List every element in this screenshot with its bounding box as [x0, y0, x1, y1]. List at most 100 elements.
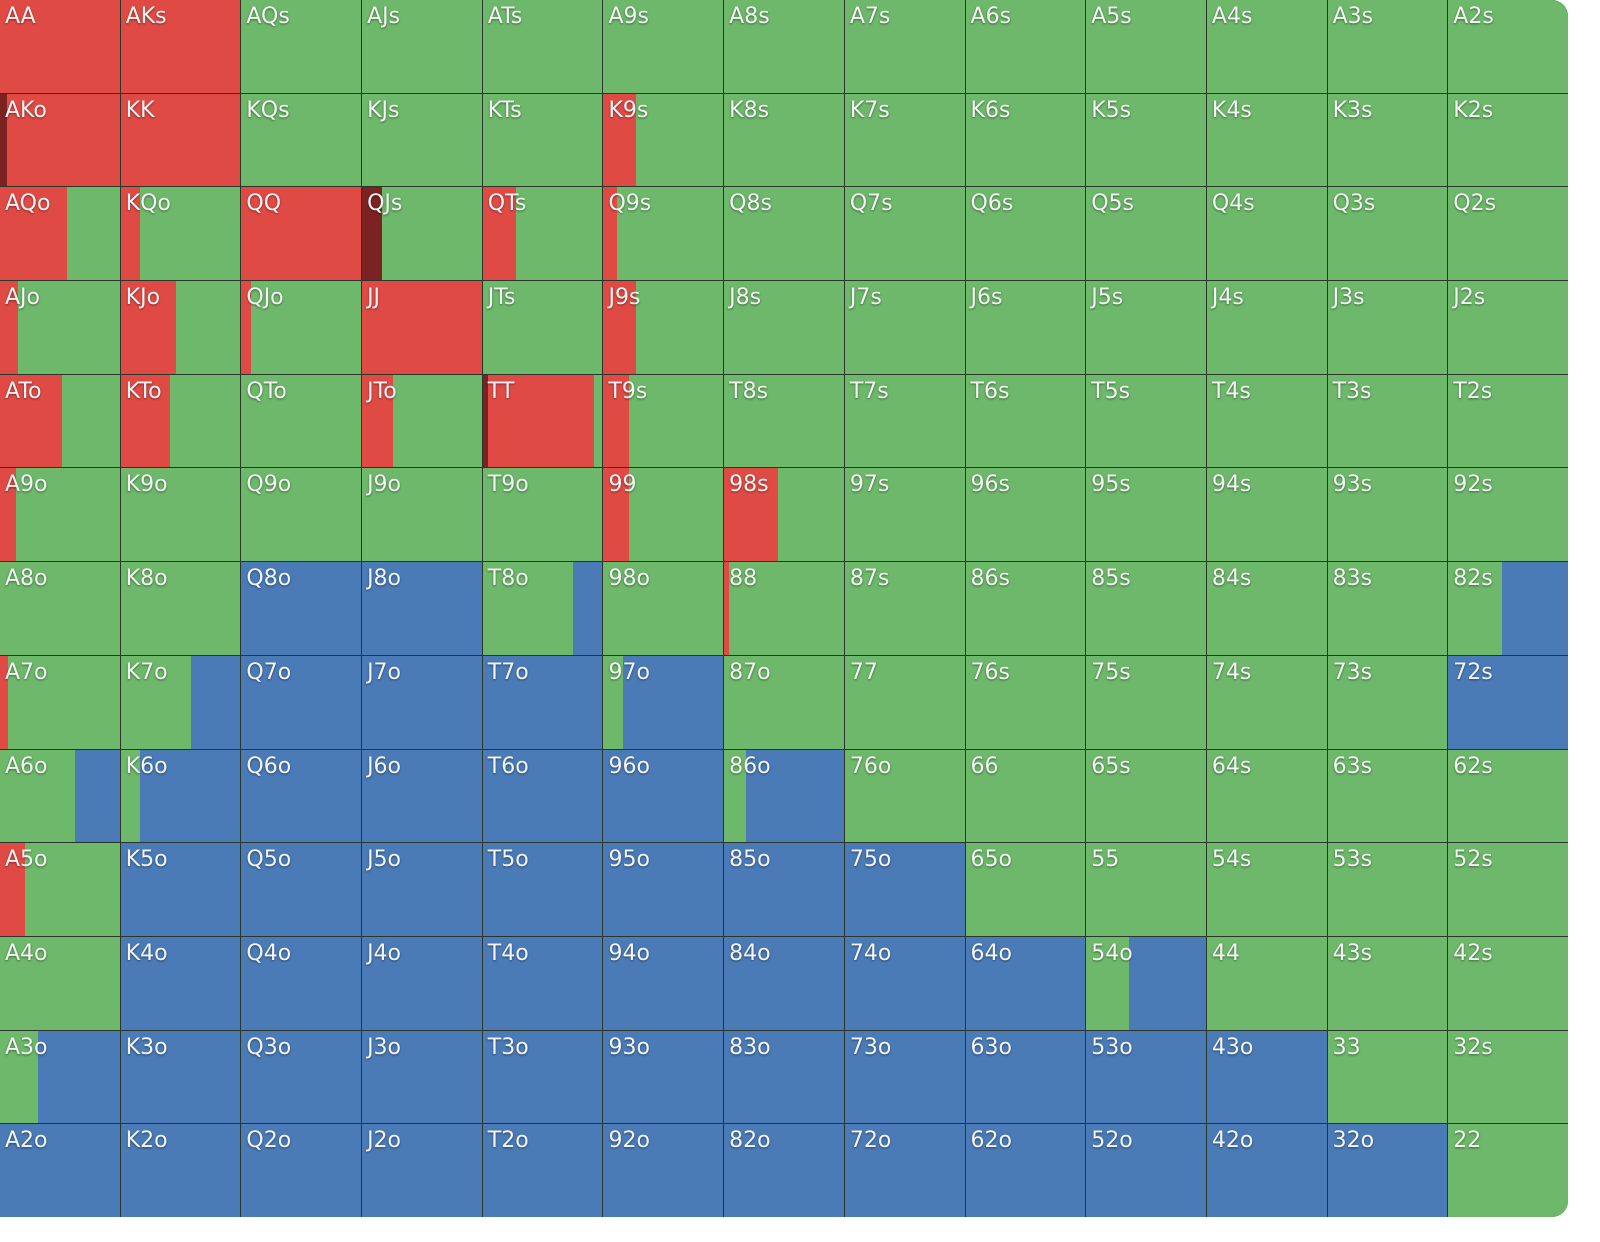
hand-cell[interactable]: TT	[482, 374, 603, 468]
hand-cell[interactable]: 94s	[1206, 468, 1327, 562]
hand-cell[interactable]: KJs	[362, 93, 482, 187]
hand-cell[interactable]: 97s	[844, 468, 965, 562]
hand-cell[interactable]: JTo	[362, 374, 482, 468]
hand-cell[interactable]: KTo	[120, 374, 241, 468]
hand-cell[interactable]: T7s	[844, 374, 965, 468]
hand-cell[interactable]: AQs	[241, 0, 362, 93]
hand-cell[interactable]: T5o	[482, 843, 603, 936]
hand-cell[interactable]: K8o	[120, 562, 241, 655]
hand-cell[interactable]: 88	[724, 562, 844, 655]
hand-cell[interactable]: 66	[965, 749, 1086, 843]
hand-cell[interactable]: J4s	[1206, 281, 1327, 374]
hand-cell[interactable]: 53o	[1086, 1030, 1206, 1124]
hand-cell[interactable]: 54o	[1086, 936, 1206, 1030]
hand-cell[interactable]: T8s	[724, 374, 844, 468]
hand-cell[interactable]: QQ	[241, 187, 362, 281]
hand-cell[interactable]: 98o	[603, 562, 724, 655]
hand-cell[interactable]: 76o	[844, 749, 965, 843]
hand-cell[interactable]: K2s	[1448, 93, 1568, 187]
hand-cell[interactable]: A4s	[1206, 0, 1327, 93]
hand-cell[interactable]: 72s	[1448, 655, 1568, 749]
hand-cell[interactable]: AA	[0, 0, 120, 93]
hand-cell[interactable]: ATs	[482, 0, 603, 93]
hand-cell[interactable]: 44	[1206, 936, 1327, 1030]
hand-cell[interactable]: 86o	[724, 749, 844, 843]
hand-cell[interactable]: AJo	[0, 281, 120, 374]
hand-cell[interactable]: K4s	[1206, 93, 1327, 187]
hand-cell[interactable]: 74o	[844, 936, 965, 1030]
hand-cell[interactable]: 73o	[844, 1030, 965, 1124]
hand-cell[interactable]: 99	[603, 468, 724, 562]
hand-cell[interactable]: J3s	[1327, 281, 1448, 374]
hand-cell[interactable]: 96o	[603, 749, 724, 843]
hand-cell[interactable]: 93s	[1327, 468, 1448, 562]
hand-cell[interactable]: J2o	[362, 1124, 482, 1217]
hand-cell[interactable]: A3o	[0, 1030, 120, 1124]
hand-cell[interactable]: 77	[844, 655, 965, 749]
hand-cell[interactable]: A2o	[0, 1124, 120, 1217]
hand-cell[interactable]: A3s	[1327, 0, 1448, 93]
hand-cell[interactable]: 65s	[1086, 749, 1206, 843]
hand-cell[interactable]: 75s	[1086, 655, 1206, 749]
hand-cell[interactable]: KK	[120, 93, 241, 187]
hand-cell[interactable]: A2s	[1448, 0, 1568, 93]
hand-cell[interactable]: 94o	[603, 936, 724, 1030]
hand-cell[interactable]: 83s	[1327, 562, 1448, 655]
hand-cell[interactable]: J5s	[1086, 281, 1206, 374]
hand-cell[interactable]: A4o	[0, 936, 120, 1030]
hand-cell[interactable]: K3o	[120, 1030, 241, 1124]
hand-cell[interactable]: K5s	[1086, 93, 1206, 187]
hand-cell[interactable]: T6s	[965, 374, 1086, 468]
hand-cell[interactable]: 92s	[1448, 468, 1568, 562]
hand-cell[interactable]: 42o	[1206, 1124, 1327, 1217]
hand-cell[interactable]: 64s	[1206, 749, 1327, 843]
hand-cell[interactable]: 64o	[965, 936, 1086, 1030]
hand-cell[interactable]: 97o	[603, 655, 724, 749]
hand-cell[interactable]: AQo	[0, 187, 120, 281]
hand-cell[interactable]: K6s	[965, 93, 1086, 187]
hand-cell[interactable]: A9s	[603, 0, 724, 93]
hand-cell[interactable]: KQs	[241, 93, 362, 187]
hand-cell[interactable]: QTs	[482, 187, 603, 281]
hand-cell[interactable]: Q8o	[241, 562, 362, 655]
hand-cell[interactable]: T4s	[1206, 374, 1327, 468]
hand-cell[interactable]: 33	[1327, 1030, 1448, 1124]
hand-cell[interactable]: T3o	[482, 1030, 603, 1124]
hand-cell[interactable]: 42s	[1448, 936, 1568, 1030]
hand-cell[interactable]: 55	[1086, 843, 1206, 936]
hand-cell[interactable]: A8s	[724, 0, 844, 93]
hand-cell[interactable]: KTs	[482, 93, 603, 187]
hand-cell[interactable]: 32s	[1448, 1030, 1568, 1124]
hand-cell[interactable]: J8o	[362, 562, 482, 655]
hand-cell[interactable]: 82s	[1448, 562, 1568, 655]
hand-cell[interactable]: J9s	[603, 281, 724, 374]
hand-cell[interactable]: 52s	[1448, 843, 1568, 936]
hand-cell[interactable]: Q2o	[241, 1124, 362, 1217]
hand-cell[interactable]: 52o	[1086, 1124, 1206, 1217]
hand-cell[interactable]: QJo	[241, 281, 362, 374]
hand-cell[interactable]: J9o	[362, 468, 482, 562]
hand-cell[interactable]: 83o	[724, 1030, 844, 1124]
hand-cell[interactable]: A5o	[0, 843, 120, 936]
hand-cell[interactable]: A7s	[844, 0, 965, 93]
hand-cell[interactable]: 87s	[844, 562, 965, 655]
hand-cell[interactable]: 62o	[965, 1124, 1086, 1217]
hand-cell[interactable]: AKs	[120, 0, 241, 93]
hand-cell[interactable]: 84s	[1206, 562, 1327, 655]
hand-cell[interactable]: Q8s	[724, 187, 844, 281]
hand-cell[interactable]: Q9o	[241, 468, 362, 562]
hand-cell[interactable]: 72o	[844, 1124, 965, 1217]
hand-cell[interactable]: Q4o	[241, 936, 362, 1030]
hand-cell[interactable]: 43s	[1327, 936, 1448, 1030]
hand-cell[interactable]: 86s	[965, 562, 1086, 655]
hand-cell[interactable]: 32o	[1327, 1124, 1448, 1217]
hand-cell[interactable]: T4o	[482, 936, 603, 1030]
hand-cell[interactable]: 84o	[724, 936, 844, 1030]
hand-cell[interactable]: 87o	[724, 655, 844, 749]
hand-cell[interactable]: AKo	[0, 93, 120, 187]
hand-cell[interactable]: Q5o	[241, 843, 362, 936]
hand-cell[interactable]: Q7o	[241, 655, 362, 749]
hand-cell[interactable]: 43o	[1206, 1030, 1327, 1124]
hand-cell[interactable]: 63o	[965, 1030, 1086, 1124]
hand-cell[interactable]: 96s	[965, 468, 1086, 562]
